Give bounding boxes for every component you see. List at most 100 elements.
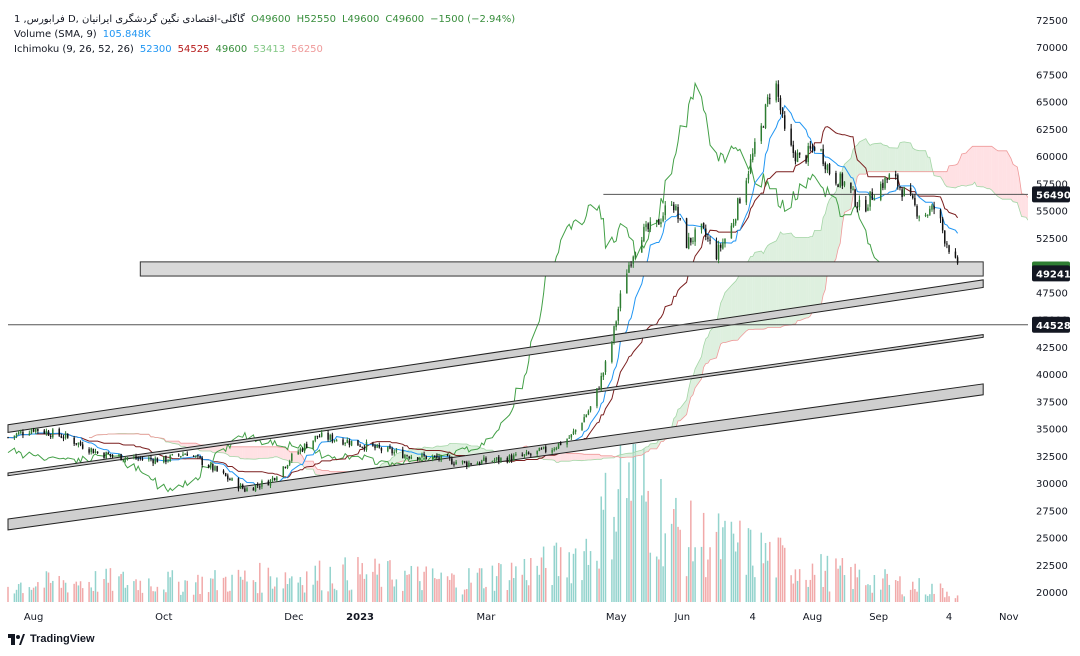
candle-body <box>284 466 287 468</box>
legend-change: −1500 (−2.94%) <box>430 14 516 25</box>
volume-bar <box>634 443 637 602</box>
candle-body <box>931 205 933 210</box>
candle-body <box>316 435 319 437</box>
candle-body <box>77 442 80 445</box>
volume-bar <box>525 580 528 602</box>
legend-volume-label[interactable]: Volume (SMA, 9) <box>14 29 97 40</box>
legend-row-symbol: 1 ,فرابورس D, گاگلی-اقتصادی نگین گردشگری… <box>14 12 515 27</box>
candle-body <box>237 478 240 489</box>
volume-bar <box>948 596 950 602</box>
candle-body <box>766 97 769 104</box>
time-tick-label: Dec <box>284 612 303 623</box>
candle-body <box>722 242 724 249</box>
volume-bar <box>271 588 274 602</box>
candle-body <box>378 444 381 448</box>
ichimoku-cloud-segment <box>259 446 262 459</box>
ichimoku-cloud-segment <box>889 147 896 172</box>
volume-bar <box>361 563 363 602</box>
channel-band-middle <box>7 334 984 477</box>
candle-body <box>719 244 722 248</box>
ichimoku-cloud-segment <box>795 237 798 325</box>
volume-bar <box>141 592 144 602</box>
candle-body <box>389 446 391 449</box>
ichimoku-cloud-segment <box>857 141 860 177</box>
candle-body <box>871 192 873 200</box>
volume-bar <box>372 571 374 602</box>
volume-bar <box>852 589 854 602</box>
volume-bar <box>28 587 31 602</box>
candle-body <box>252 488 255 491</box>
volume-bar <box>570 583 573 602</box>
candle-body <box>393 451 395 454</box>
ichimoku-cloud-segment <box>917 150 920 172</box>
volume-bar <box>515 566 517 602</box>
volume-bar <box>374 558 376 602</box>
volume-bar <box>107 582 110 602</box>
candle-body <box>342 439 344 445</box>
ichimoku-cloud-segment <box>261 446 269 459</box>
time-tick-label: Aug <box>24 612 44 623</box>
tradingview-logo[interactable]: TradingView <box>8 633 95 645</box>
ichimoku-cloud-segment <box>603 455 606 459</box>
volume-bar <box>929 594 931 602</box>
volume-bar <box>722 527 724 602</box>
volume-bar <box>348 590 351 602</box>
volume-bar <box>254 581 257 602</box>
candle-body <box>685 218 688 249</box>
volume-bar <box>124 587 127 602</box>
legend-symbol[interactable]: 1 ,فرابورس D, گاگلی-اقتصادی نگین گردشگری… <box>14 14 245 25</box>
candle-body <box>448 456 451 459</box>
volume-bar <box>165 592 167 602</box>
candle-body <box>402 449 404 459</box>
volume-bar <box>809 579 812 602</box>
ichimoku-cloud-segment <box>959 153 962 187</box>
ichimoku-cloud-segment <box>968 146 973 186</box>
candle-body <box>241 484 244 489</box>
volume-bar <box>431 568 434 602</box>
legend-ichimoku-label[interactable]: Ichimoku (9, 26, 52, 26) <box>14 44 134 55</box>
ichimoku-cloud-segment <box>874 143 881 172</box>
volume-bar <box>807 586 809 602</box>
ichimoku-cloud-segment <box>182 443 186 447</box>
price-badge-label: 49241 <box>1036 269 1071 280</box>
volume-bar <box>276 577 278 602</box>
volume-bar <box>261 592 263 602</box>
candle-body <box>17 432 20 435</box>
candle-body <box>184 454 186 456</box>
ichimoku-cloud-segment <box>976 146 982 187</box>
volume-bar <box>854 563 856 602</box>
volume-bar <box>679 529 681 602</box>
candle-body <box>229 478 231 481</box>
price-tick-label: 52500 <box>1036 234 1068 245</box>
ichimoku-cloud-segment <box>737 273 740 341</box>
candle-body <box>419 457 421 460</box>
ichimoku-cloud-segment <box>298 451 301 464</box>
candle-body <box>493 460 496 462</box>
ichimoku-cloud-segment <box>981 146 984 187</box>
candle-body <box>777 84 780 97</box>
volume-bar <box>163 589 165 602</box>
ichimoku-cloud-segment <box>411 448 418 462</box>
volume-bar <box>850 567 852 602</box>
volume-bar <box>760 532 763 602</box>
candle-body <box>380 447 383 451</box>
candle-body <box>527 452 530 455</box>
volume-bar <box>604 472 607 602</box>
candle-body <box>596 388 598 407</box>
ichimoku-cloud-segment <box>705 336 708 364</box>
candle-body <box>312 440 314 449</box>
ichimoku-cloud-segment <box>983 146 988 189</box>
candle-body <box>152 459 154 464</box>
candle-body <box>180 456 182 458</box>
volume-bar <box>705 577 707 602</box>
candle-body <box>276 477 278 481</box>
volume-bar <box>865 585 867 602</box>
volume-bar <box>880 589 882 602</box>
candle-body <box>335 440 338 442</box>
ichimoku-span-a-line <box>89 138 1028 480</box>
volume-bar <box>745 574 748 602</box>
ichimoku-cloud-segment <box>381 461 388 468</box>
volume-bar <box>365 574 368 602</box>
candle-body <box>372 442 374 446</box>
